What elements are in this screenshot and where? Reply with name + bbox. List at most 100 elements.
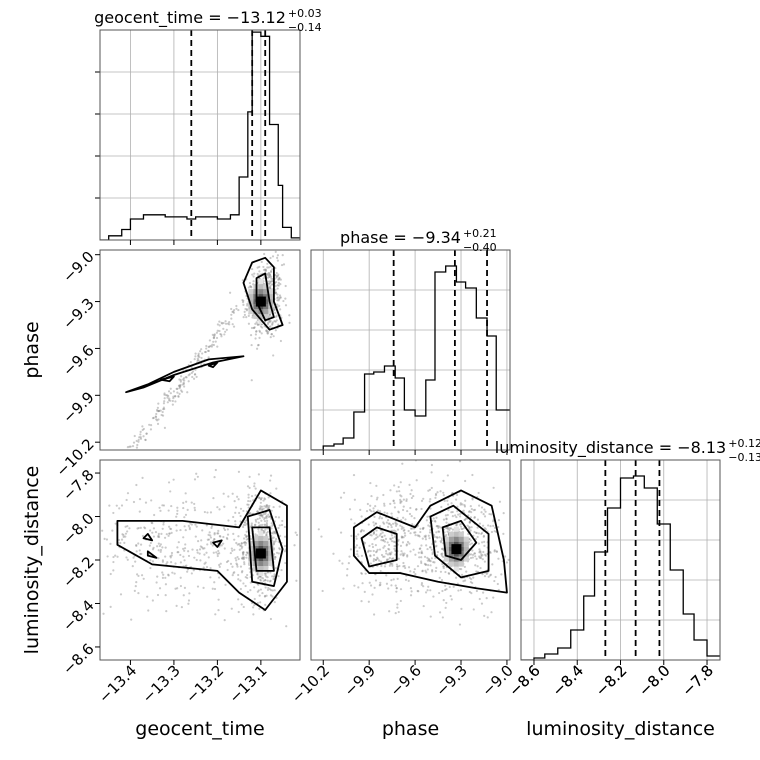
scatter-point [393,545,396,548]
scatter-point [210,526,213,530]
scatter-point [406,555,409,558]
scatter-point [265,523,269,526]
scatter-point [278,548,282,551]
scatter-point [429,615,432,618]
scatter-point [236,555,239,559]
scatter-point [239,520,242,523]
scatter-point [144,438,147,442]
scatter-point [390,540,394,543]
scatter-point [492,486,495,489]
scatter-point [378,510,382,513]
scatter-point [269,335,272,339]
scatter-point [497,557,500,560]
scatter-point [275,314,278,317]
scatter-point [273,601,276,604]
scatter-point [241,557,244,560]
scatter-point [122,535,125,538]
scatter-point [233,548,236,551]
scatter-point [165,610,168,613]
scatter-point [194,352,197,355]
scatter-point [142,427,145,431]
scatter-point [373,586,376,589]
scatter-point [262,268,266,271]
scatter-point [164,546,167,549]
scatter-point [158,587,162,590]
scatter-point [179,384,182,388]
scatter-point [483,553,487,556]
scatter-point [273,531,277,534]
scatter-point [192,377,196,380]
scatter-point [505,561,509,564]
scatter-point [408,483,411,487]
scatter-point [207,349,210,353]
density-cell [268,289,274,295]
density-cell [463,541,469,547]
scatter-point [109,605,112,609]
scatter-point [224,330,227,333]
scatter-point [364,572,367,575]
scatter-point [480,553,483,556]
scatter-point [244,533,247,537]
scatter-point [408,542,411,545]
scatter-point [427,489,430,492]
scatter-point [274,515,277,519]
scatter-point [101,529,104,532]
scatter-point [387,547,390,551]
scatter-point [180,606,183,609]
scatter-point [176,506,179,509]
scatter-point [108,478,110,480]
scatter-point [216,554,219,558]
scatter-point [483,544,486,547]
y-tick-label: −8.2 [59,553,97,591]
scatter-point [194,523,197,526]
scatter-point [383,565,387,568]
scatter-point [268,588,271,591]
scatter-point [445,533,448,537]
scatter-point [447,562,450,565]
scatter-point [435,524,438,528]
scatter-point [249,285,252,288]
scatter-point [220,335,223,338]
scatter-point [212,336,216,340]
scatter-point [141,534,145,538]
scatter-point [94,544,96,546]
scatter-point [142,577,145,580]
scatter-point [497,525,500,529]
scatter-point [410,515,413,518]
scatter-point [280,523,284,527]
scatter-point [156,575,159,578]
scatter-point [249,500,252,503]
scatter-point [399,553,402,556]
scatter-point [375,537,378,540]
scatter-point [420,544,423,547]
scatter-point [196,585,200,588]
scatter-point [409,550,412,553]
scatter-point [212,551,215,554]
scatter-point [278,547,281,550]
scatter-point [410,496,413,500]
scatter-point [165,394,168,397]
scatter-point [363,541,367,545]
scatter-point [372,549,375,553]
scatter-point [440,537,443,540]
scatter-point [231,492,234,495]
scatter-point [489,551,492,554]
scatter-point [436,525,439,528]
scatter-point [380,553,384,557]
scatter-point [213,476,216,479]
scatter-point [425,571,428,574]
scatter-point [388,548,391,551]
scatter-point [101,490,103,492]
scatter-point [400,525,404,528]
scatter-point [104,473,106,475]
contour-line [429,504,490,579]
scatter-point [350,518,353,521]
scatter-point [421,570,424,573]
scatter-point [254,533,257,536]
scatter-point [182,382,185,385]
scatter-point [264,269,268,272]
scatter-point [383,504,386,507]
scatter-point [404,518,407,521]
scatter-point [244,519,247,522]
scatter-point [207,345,210,348]
